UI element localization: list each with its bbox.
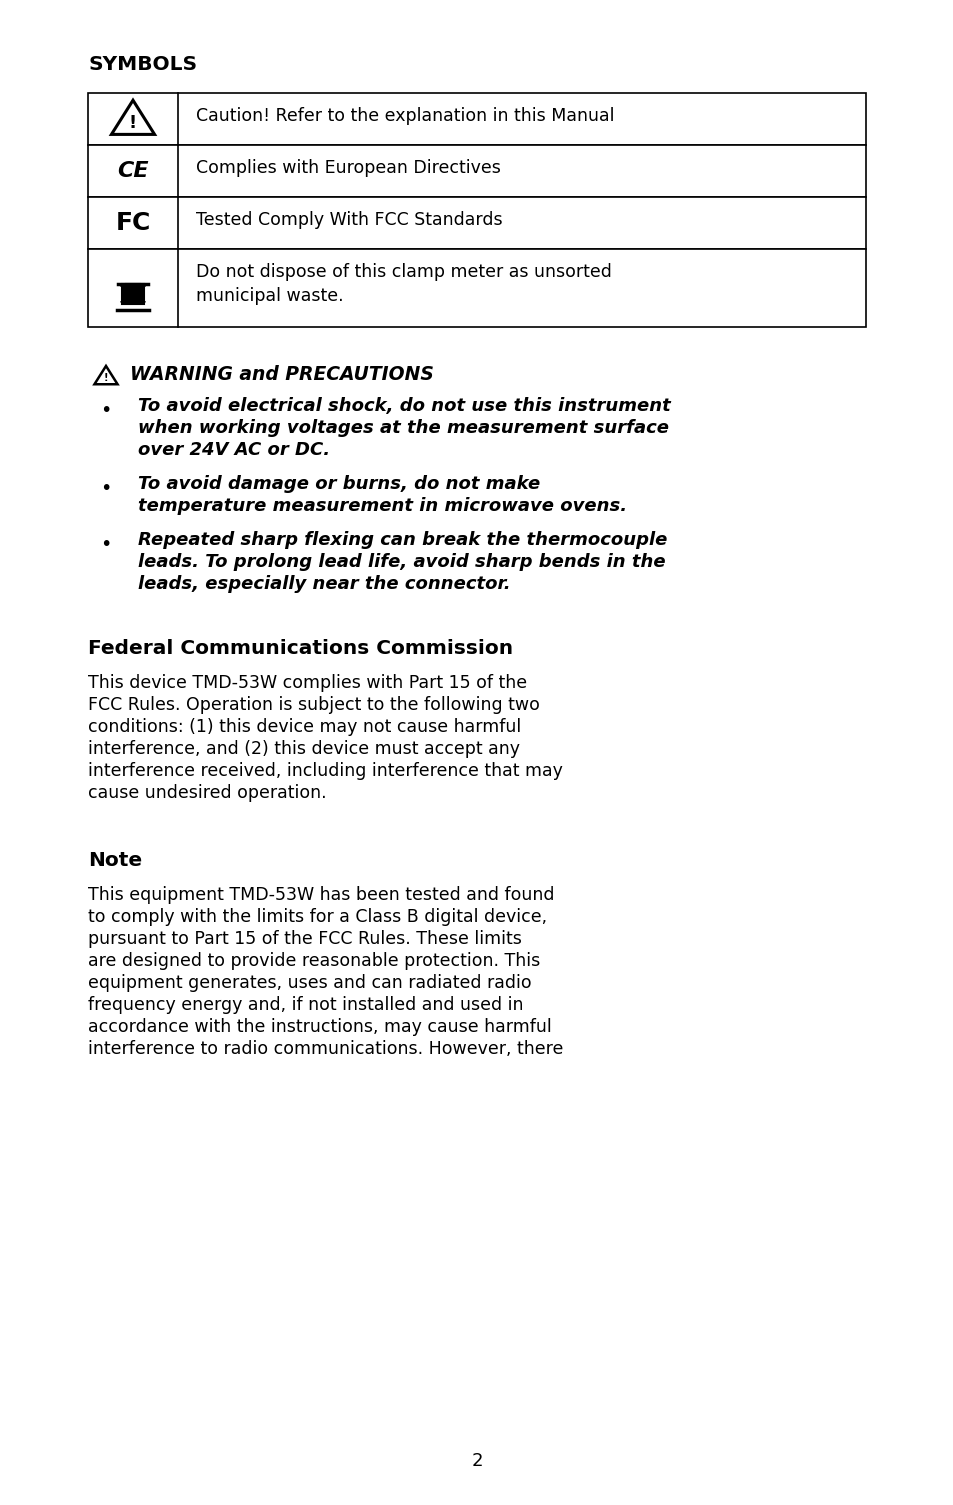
Text: equipment generates, uses and can radiated radio: equipment generates, uses and can radiat… [88,974,531,992]
Text: to comply with the limits for a Class B digital device,: to comply with the limits for a Class B … [88,908,547,926]
Text: interference received, including interference that may: interference received, including interfe… [88,762,562,780]
Text: WARNING and PRECAUTIONS: WARNING and PRECAUTIONS [130,366,434,384]
Text: •: • [100,534,112,554]
Text: !: ! [129,114,137,132]
Text: Note: Note [88,850,142,870]
Text: conditions: (1) this device may not cause harmful: conditions: (1) this device may not caus… [88,718,520,736]
Bar [88,248,865,327]
Text: •: • [100,400,112,420]
Text: cause undesired operation.: cause undesired operation. [88,784,326,802]
Text: leads. To prolong lead life, avoid sharp bends in the: leads. To prolong lead life, avoid sharp… [138,552,665,570]
Text: frequency energy and, if not installed and used in: frequency energy and, if not installed a… [88,996,523,1014]
Text: temperature measurement in microwave ovens.: temperature measurement in microwave ove… [138,497,626,515]
Text: To avoid damage or burns, do not make: To avoid damage or burns, do not make [138,476,539,494]
Text: This device TMD-53W complies with Part 15 of the: This device TMD-53W complies with Part 1… [88,674,527,692]
Text: !: ! [104,373,108,382]
Bar [88,197,865,248]
Text: leads, especially near the connector.: leads, especially near the connector. [138,575,510,593]
Text: •: • [100,479,112,498]
Text: SYMBOLS: SYMBOLS [88,56,197,74]
Text: To avoid electrical shock, do not use this instrument: To avoid electrical shock, do not use th… [138,397,670,415]
Text: Complies with European Directives: Complies with European Directives [195,160,500,178]
Bar [122,284,144,304]
Bar [88,93,865,144]
Text: FC: FC [115,211,151,235]
Text: FCC Rules. Operation is subject to the following two: FCC Rules. Operation is subject to the f… [88,695,539,713]
Text: over 24V AC or DC.: over 24V AC or DC. [138,441,330,459]
Text: pursuant to Part 15 of the FCC Rules. These limits: pursuant to Part 15 of the FCC Rules. Th… [88,930,521,948]
Text: Repeated sharp flexing can break the thermocouple: Repeated sharp flexing can break the the… [138,531,667,549]
Text: accordance with the instructions, may cause harmful: accordance with the instructions, may ca… [88,1017,551,1035]
Text: interference to radio communications. However, there: interference to radio communications. Ho… [88,1040,563,1058]
Text: Caution! Refer to the explanation in this Manual: Caution! Refer to the explanation in thi… [195,107,614,125]
Text: Tested Comply With FCC Standards: Tested Comply With FCC Standards [195,211,502,229]
Text: when working voltages at the measurement surface: when working voltages at the measurement… [138,418,668,436]
Text: are designed to provide reasonable protection. This: are designed to provide reasonable prote… [88,953,539,971]
Text: This equipment TMD-53W has been tested and found: This equipment TMD-53W has been tested a… [88,886,554,905]
Text: Do not dispose of this clamp meter as unsorted
municipal waste.: Do not dispose of this clamp meter as un… [195,263,611,306]
Text: Federal Communications Commission: Federal Communications Commission [88,640,513,658]
Text: 2: 2 [471,1452,482,1470]
Text: CE: CE [117,161,149,181]
Bar [88,144,865,197]
Text: interference, and (2) this device must accept any: interference, and (2) this device must a… [88,740,519,759]
